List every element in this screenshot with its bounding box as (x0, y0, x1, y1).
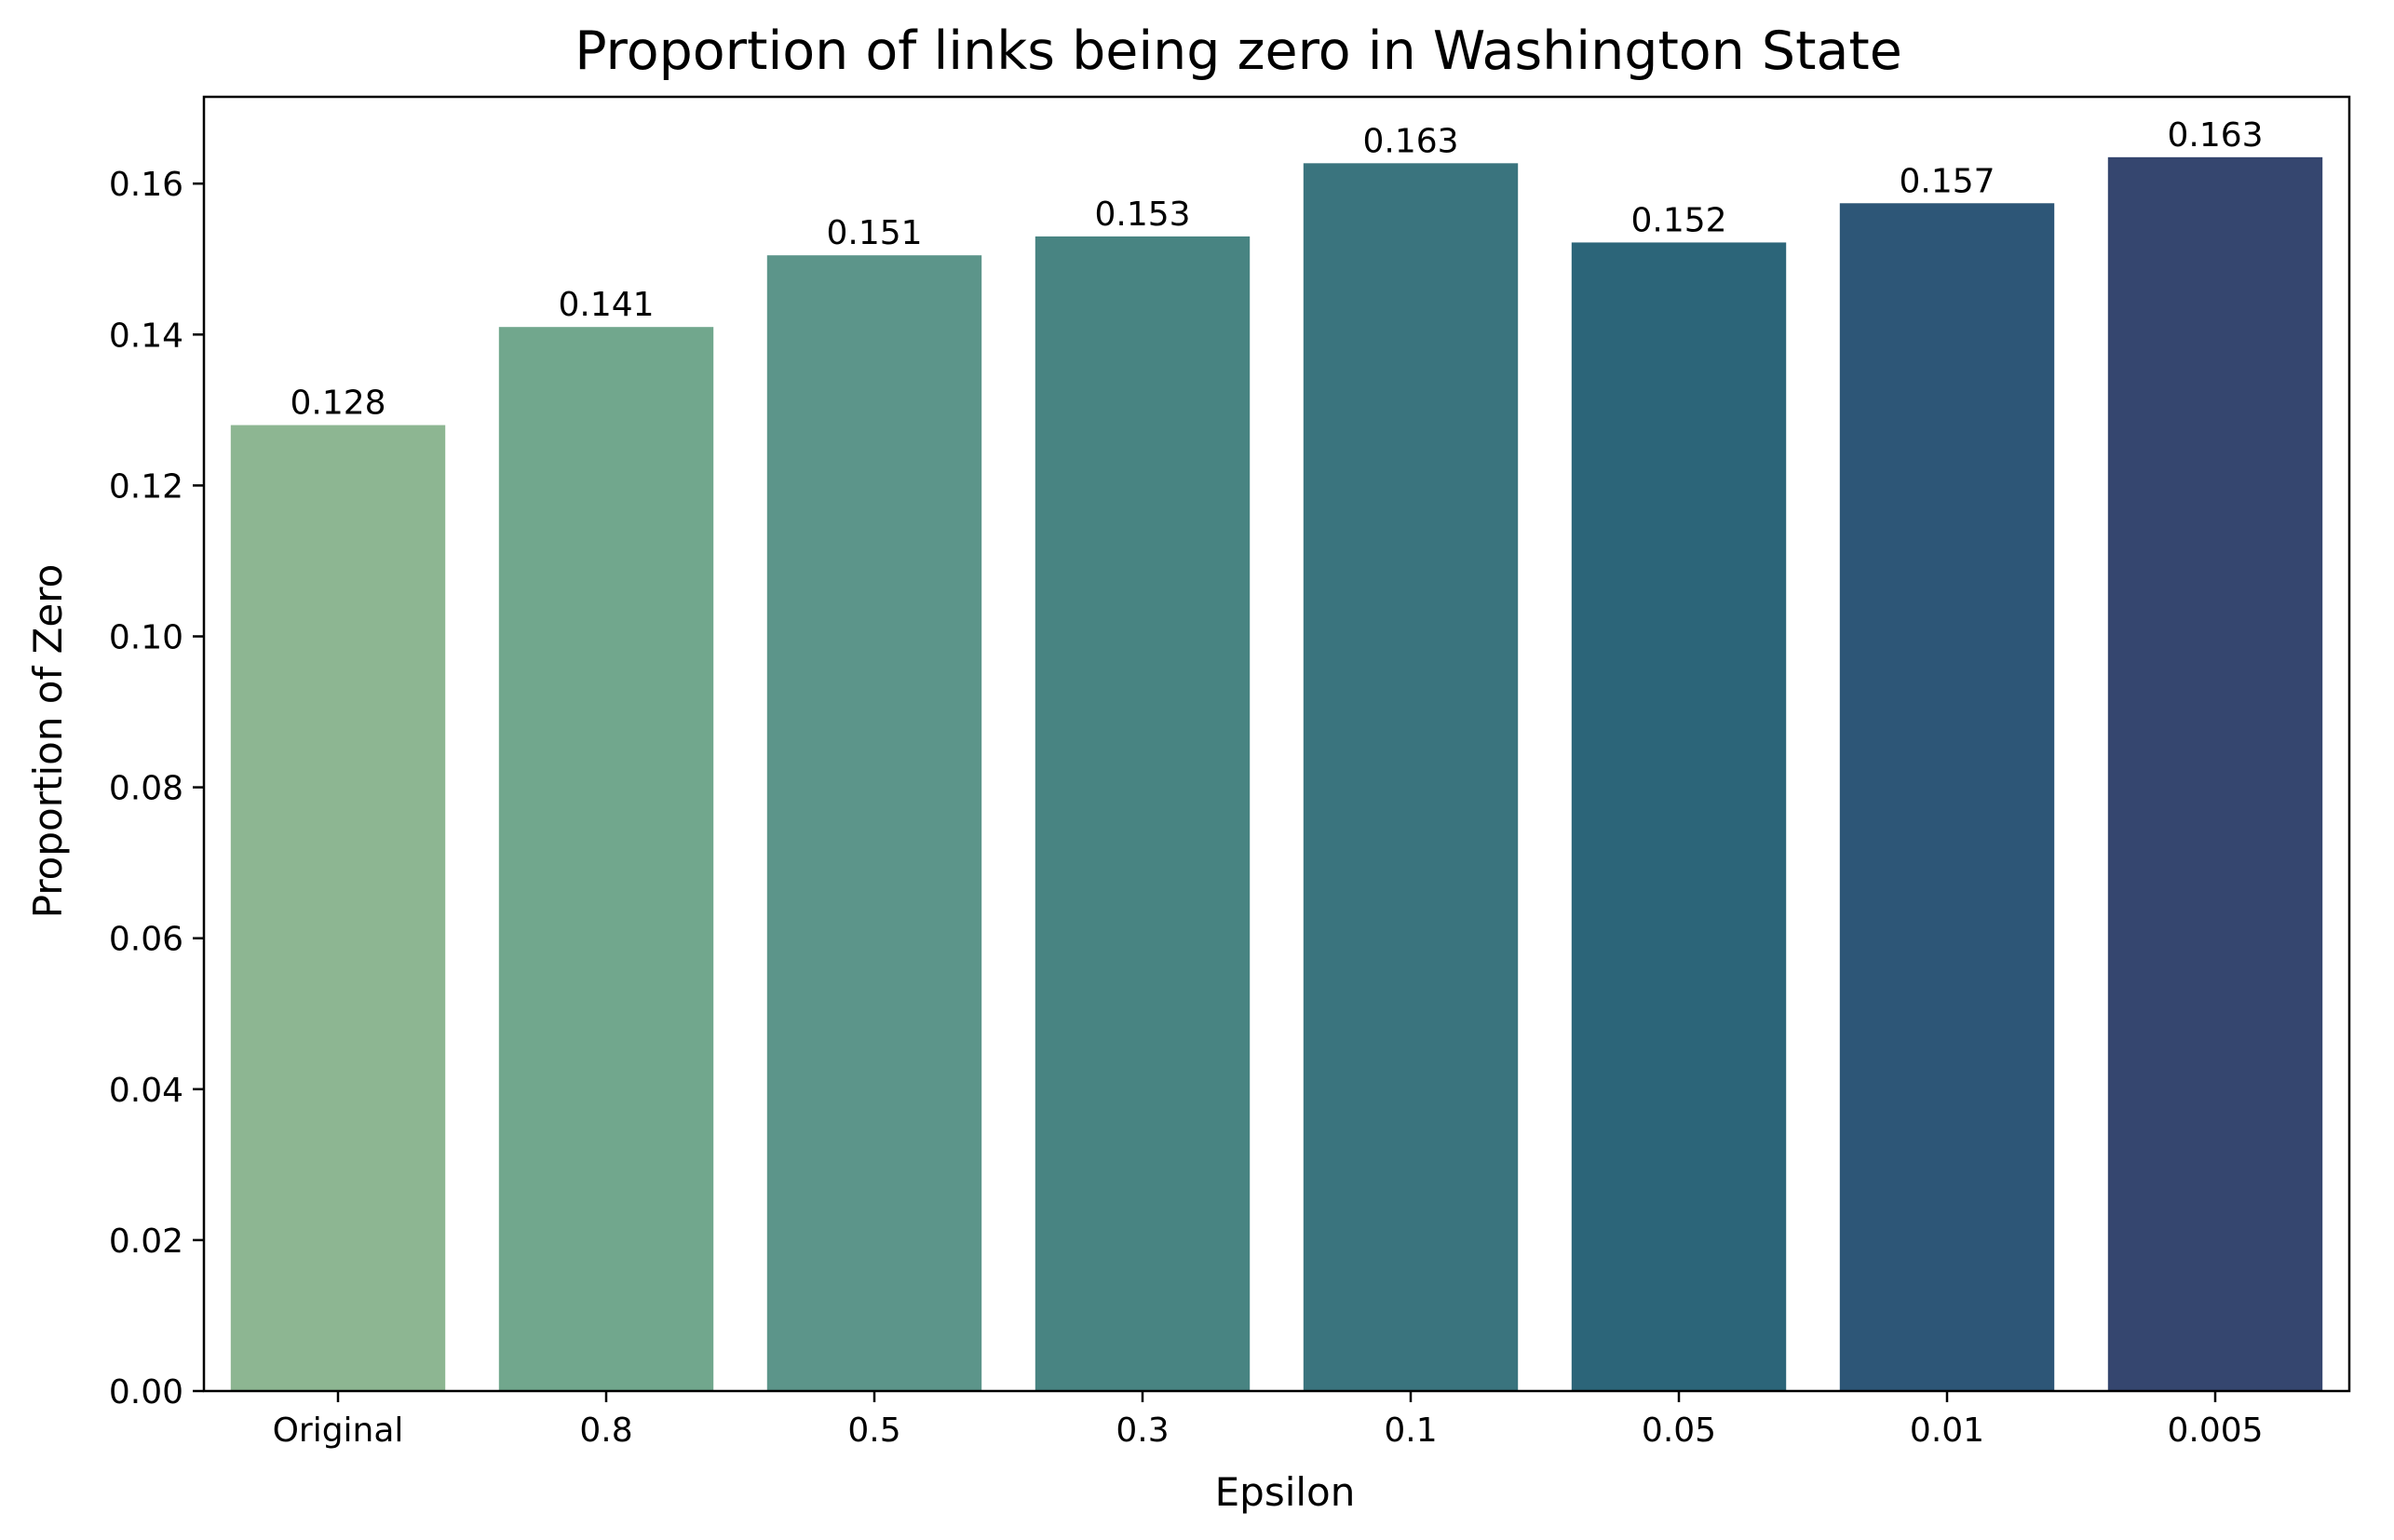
bar-value-label: 0.163 (2167, 116, 2263, 155)
bar (1571, 242, 1787, 1391)
data-labels-group: 0.128 0.141 0.151 0.153 0.163 0.152 0.157 0.163 (290, 116, 2263, 423)
plot-frame (202, 95, 2351, 1393)
x-tick-label: 0.3 (1116, 1412, 1169, 1450)
chart-title: Proportion of links being zero in Washin… (575, 20, 1902, 82)
bar (1035, 236, 1251, 1392)
y-tick-label: 0.14 (109, 317, 183, 355)
x-tick-label: 0.05 (1642, 1412, 1716, 1450)
y-tick-label: 0.04 (109, 1072, 183, 1110)
x-tick-label: 0.8 (579, 1412, 632, 1450)
bar (1839, 203, 2055, 1391)
x-tick-label: 0.005 (2167, 1412, 2263, 1450)
y-axis: 0.00 0.02 0.04 0.06 0.08 0.10 0.12 0.14 0.16 (109, 166, 204, 1412)
bar-value-label: 0.152 (1630, 201, 1726, 239)
x-axis: Original 0.8 0.5 0.3 0.1 0.05 0.01 0.005 (273, 1391, 2264, 1450)
x-tick-label: 0.01 (1910, 1412, 1984, 1450)
y-tick-label: 0.08 (109, 770, 183, 808)
y-tick-label: 0.16 (109, 166, 183, 204)
y-tick-label: 0.00 (109, 1373, 183, 1412)
bar-value-label: 0.153 (1094, 196, 1190, 234)
bar (2107, 156, 2323, 1392)
bar-value-label: 0.151 (826, 214, 922, 252)
x-axis-title: Epsilon (1215, 1469, 1356, 1515)
x-tick-label: 0.1 (1384, 1412, 1437, 1450)
y-tick-label: 0.10 (109, 619, 183, 657)
x-tick-label: Original (273, 1412, 404, 1450)
y-tick-label: 0.02 (109, 1223, 183, 1261)
bar-value-label: 0.163 (1362, 122, 1458, 160)
bar (1303, 163, 1519, 1391)
bars-group (230, 156, 2323, 1392)
y-tick-label: 0.06 (109, 921, 183, 959)
bar-value-label: 0.128 (290, 385, 385, 423)
x-tick-label: 0.5 (847, 1412, 900, 1450)
bar (230, 425, 446, 1391)
bar (766, 255, 982, 1391)
bar (498, 327, 714, 1391)
bar-value-label: 0.157 (1899, 162, 1995, 200)
bar-value-label: 0.141 (558, 286, 654, 324)
y-tick-label: 0.12 (109, 467, 183, 506)
y-axis-title: Proportion of Zero (25, 564, 71, 919)
